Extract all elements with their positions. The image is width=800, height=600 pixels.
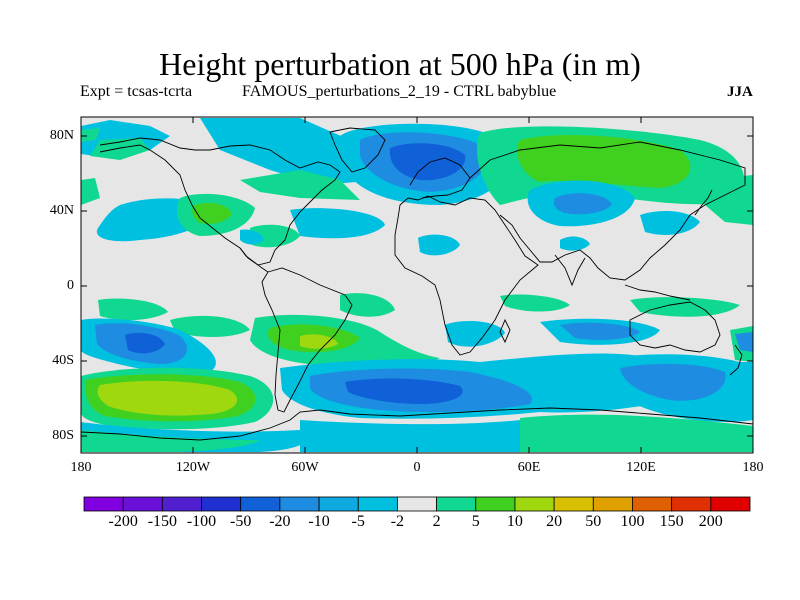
colorbar-level-label: -2 (390, 513, 405, 530)
colorbar-level-label: 50 (585, 513, 602, 530)
colorbar-swatch (436, 496, 477, 512)
colorbar-level-label: 2 (432, 513, 441, 530)
x-tick-label: 60E (517, 460, 541, 475)
australia-coast (629, 301, 721, 353)
x-tick-label: 120E (626, 460, 656, 475)
contour-band (560, 322, 640, 340)
south-america-coast (261, 267, 353, 413)
contour-band (192, 202, 232, 224)
colorbar-level-label: 5 (471, 513, 480, 530)
contour-band (170, 315, 250, 337)
x-tick-label: 180 (70, 460, 92, 475)
colorbar-swatch (671, 496, 712, 512)
contour-band (250, 224, 300, 248)
indian-peninsula-coast (554, 254, 586, 287)
colorbar-level-label: -20 (269, 513, 291, 530)
contour-band (125, 332, 165, 354)
colorbar (83, 496, 751, 512)
madagascar-coast (499, 318, 511, 344)
x-tick-label: 120W (175, 460, 211, 475)
contour-band (520, 414, 753, 452)
y-tick-label: 80N (49, 128, 74, 143)
colorbar-level-label: -10 (308, 513, 330, 530)
experiment-label: Expt = tcsas-tcrta (80, 83, 193, 100)
contour-band (97, 380, 238, 416)
contour-band (90, 138, 150, 160)
colorbar-level-label: -50 (230, 513, 252, 530)
y-tick-label: 40N (49, 203, 74, 218)
season-label: JJA (727, 84, 753, 100)
contour-band (553, 193, 612, 215)
contour-band (345, 378, 463, 404)
greenland-coast (329, 127, 386, 173)
contour-band (640, 210, 700, 235)
colorbar-level-label: -150 (147, 513, 178, 530)
japan-coast (694, 189, 713, 216)
asia-coast (469, 141, 746, 281)
colorbar-swatch (592, 496, 633, 512)
run-label: FAMOUS_perturbations_2_19 - CTRL babyblu… (242, 83, 557, 100)
antarctica-coast (81, 407, 753, 441)
indonesia-coast (624, 284, 691, 301)
contour-band (620, 363, 726, 401)
north-america-coast (99, 137, 341, 266)
colorbar-level-label: 20 (546, 513, 563, 530)
contour-band (516, 135, 691, 188)
new-zealand-coast (729, 344, 743, 376)
colorbar-swatch (279, 496, 320, 512)
colorbar-swatch (161, 496, 202, 512)
colorbar-swatch (240, 496, 281, 512)
contour-band (340, 293, 395, 317)
contour-band (290, 208, 385, 239)
y-tick-label: 40S (52, 353, 74, 368)
colorbar-swatch (357, 496, 398, 512)
central-america-coast (239, 247, 269, 273)
colorbar-level-label: 200 (698, 513, 723, 530)
map-frame (80, 116, 754, 454)
colorbar-swatch (514, 496, 555, 512)
colorbar-swatch (475, 496, 516, 512)
contour-band (300, 420, 520, 452)
colorbar-level-label: -5 (351, 513, 365, 530)
colorbar-swatch (553, 496, 594, 512)
scandinavia-coast (409, 157, 471, 199)
axis-ticks (81, 117, 753, 453)
contour-band (81, 430, 260, 452)
colorbar-level-label: 10 (506, 513, 523, 530)
colorbar-level-label: 100 (620, 513, 645, 530)
contour-band (240, 170, 360, 200)
contour-band (560, 236, 590, 251)
contour-band (418, 234, 460, 256)
colorbar-level-label: -200 (108, 513, 138, 530)
contour-band (300, 334, 338, 349)
colorbar-swatch (318, 496, 359, 512)
chart-title: Height perturbation at 500 hPa (in m) (159, 46, 641, 82)
coastlines (81, 127, 753, 441)
x-tick-label: 0 (413, 460, 421, 475)
contour-band (98, 298, 168, 321)
x-tick-label: 180 (742, 460, 764, 475)
colorbar-swatch (122, 496, 163, 512)
colorbar-swatch (83, 496, 124, 512)
contour-band (735, 332, 753, 352)
contour-band (500, 294, 570, 312)
x-tick-label: 60W (291, 460, 319, 475)
colorbar-swatch (632, 496, 673, 512)
y-tick-label: 80S (52, 428, 74, 443)
contour-band (389, 143, 466, 181)
contour-band (81, 128, 100, 142)
colorbar-level-label: 150 (659, 513, 684, 530)
y-tick-label: 0 (67, 278, 74, 293)
colorbar-level-label: -100 (186, 513, 217, 530)
colorbar-swatch (710, 496, 751, 512)
contour-band (630, 297, 740, 317)
contour-band (81, 178, 100, 205)
colorbar-swatch (397, 496, 437, 512)
europe-africa-coast (394, 195, 539, 356)
contour-band (240, 229, 264, 245)
colorbar-swatch (201, 496, 242, 512)
